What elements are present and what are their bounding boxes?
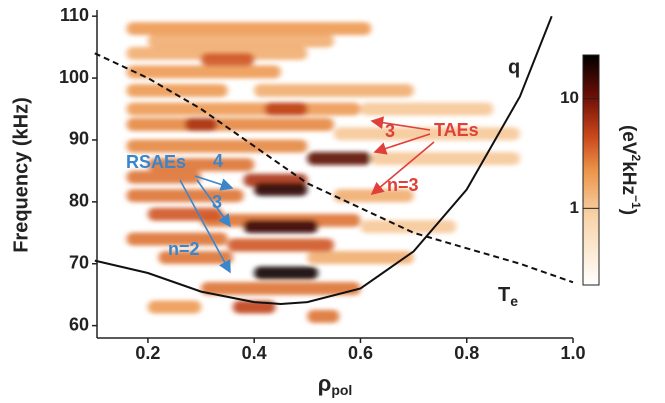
y-tick-label: 60 bbox=[69, 314, 89, 334]
x-axis-label: ρpol bbox=[318, 371, 353, 398]
colorbar bbox=[582, 54, 600, 286]
heat-cell bbox=[126, 170, 202, 184]
annotation: n=3 bbox=[387, 175, 419, 195]
heat-cell bbox=[307, 152, 372, 166]
annotation: n=2 bbox=[168, 239, 200, 259]
arrows bbox=[179, 116, 435, 274]
heat-cell bbox=[126, 232, 228, 246]
annotation: 4 bbox=[213, 151, 223, 171]
heat-cell bbox=[126, 189, 244, 203]
heat-cell bbox=[254, 266, 318, 280]
label-part: T bbox=[498, 284, 510, 306]
heat-cell bbox=[201, 53, 255, 67]
y-tick-label: 100 bbox=[59, 67, 89, 87]
colorbar-tick-label: 10 bbox=[560, 88, 579, 107]
y-axis-label: Frequency (kHz) bbox=[10, 97, 32, 253]
annotation: TAEs bbox=[434, 120, 479, 140]
heat-cell bbox=[126, 117, 334, 131]
annotation: 3 bbox=[212, 192, 222, 212]
x-tick-label: 0.2 bbox=[135, 343, 160, 363]
arrow bbox=[370, 116, 431, 131]
heat-cell bbox=[147, 34, 334, 48]
heat-cell bbox=[243, 220, 318, 234]
label-part: e bbox=[510, 293, 518, 309]
x-tick-label: 1.0 bbox=[560, 343, 585, 363]
y-tick-label: 90 bbox=[69, 129, 89, 149]
heat-cell bbox=[307, 309, 340, 323]
heat-cell bbox=[227, 238, 334, 252]
arrow bbox=[179, 179, 231, 274]
x-tick-label: 0.6 bbox=[348, 343, 373, 363]
heat-cell bbox=[147, 158, 255, 172]
heat-cell bbox=[147, 207, 223, 221]
annotation: 3 bbox=[385, 121, 395, 141]
heat-cell bbox=[307, 251, 414, 265]
arrow bbox=[373, 133, 431, 155]
x-tick-label: 0.8 bbox=[454, 343, 479, 363]
heat-cell bbox=[126, 102, 361, 116]
colorbar-tick-label: 1 bbox=[570, 198, 579, 217]
heat-cell bbox=[158, 251, 233, 265]
heat-cell bbox=[254, 182, 308, 196]
heat-cell bbox=[126, 139, 308, 153]
heat-cell bbox=[126, 22, 372, 36]
heat-cell bbox=[360, 102, 494, 116]
heat-cell bbox=[126, 83, 228, 97]
profile-line bbox=[94, 52, 574, 284]
heat-cell bbox=[371, 152, 520, 166]
heat-cell bbox=[254, 83, 414, 97]
heat-cell bbox=[147, 300, 202, 314]
arrow bbox=[370, 141, 435, 196]
x-tick-label: 0.4 bbox=[242, 343, 267, 363]
arrow bbox=[194, 175, 234, 191]
arrow bbox=[196, 179, 231, 228]
y-tick-label: 80 bbox=[69, 191, 89, 211]
line-label: q bbox=[508, 56, 520, 78]
colorbar-label: (eV2kHz−1) bbox=[618, 125, 643, 215]
heat-cell bbox=[333, 189, 414, 203]
y-tick-label: 70 bbox=[69, 252, 89, 272]
heat-cell bbox=[126, 65, 281, 79]
heat-cell bbox=[333, 127, 520, 141]
annotation: RSAEs bbox=[126, 152, 186, 172]
line-label: Te bbox=[498, 284, 518, 308]
profile-line bbox=[94, 15, 553, 306]
y-tick-label: 110 bbox=[60, 5, 89, 25]
heat-cell bbox=[201, 281, 361, 295]
heat-cell bbox=[264, 102, 308, 116]
heatmap bbox=[126, 22, 520, 323]
heat-cell bbox=[185, 117, 218, 131]
